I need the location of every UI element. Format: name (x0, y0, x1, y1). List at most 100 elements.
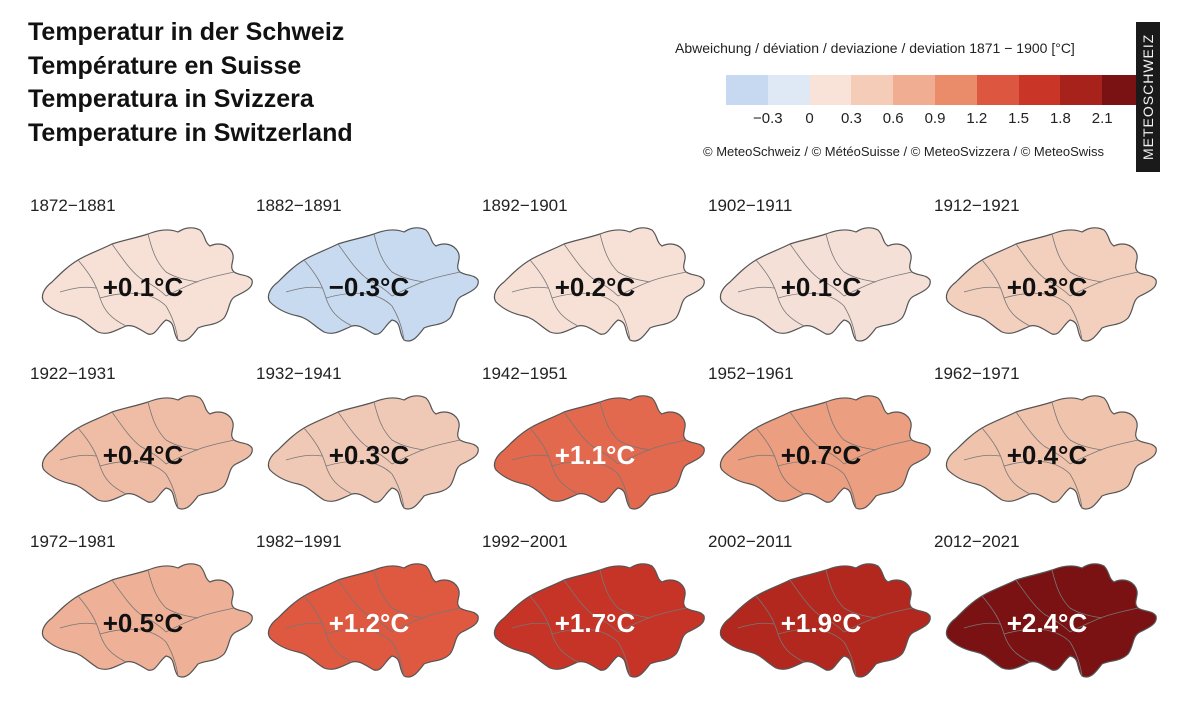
region-border (165, 439, 235, 465)
period-label: 1922−1931 (30, 364, 116, 383)
map-panel: 2002−2011 +1.9°C (708, 532, 934, 702)
legend-tick-label: 1.2 (966, 110, 988, 127)
legend-color-swatch (893, 75, 935, 105)
temperature-anomaly-label: +0.7°C (780, 440, 862, 470)
title-en: Temperature in Switzerland (28, 118, 353, 147)
period-label: 1962−1971 (934, 364, 1020, 383)
period-label: 1942−1951 (482, 364, 568, 383)
switzerland-outline (945, 227, 1157, 342)
legend-color-swatch (976, 75, 1019, 105)
region-border (511, 454, 549, 461)
legend-color-swatch (726, 75, 768, 105)
period-label: 1952−1961 (708, 364, 794, 383)
region-border (825, 569, 877, 619)
region-border (777, 292, 845, 307)
region-border (391, 271, 461, 297)
legend-tick-label: −0.3 (752, 110, 783, 127)
switzerland-outline (493, 395, 705, 510)
legend-color-swatch (851, 75, 894, 105)
copyright-notice: © MeteoSchweiz / © MétéoSuisse / © Meteo… (703, 144, 1105, 159)
region-border (1003, 460, 1071, 475)
region-border (789, 243, 845, 297)
switzerland-map (945, 563, 1157, 678)
switzerland-outline (945, 395, 1157, 510)
legend-tick-label: 1.8 (1049, 110, 1071, 127)
region-border (963, 622, 1001, 629)
region-border (617, 473, 631, 509)
map-panel: 1902−1911 +0.1°C (708, 196, 934, 366)
period-label: 1932−1941 (256, 364, 342, 383)
region-border (843, 271, 913, 297)
period-label: 1982−1991 (256, 532, 342, 551)
region-border (285, 622, 323, 629)
switzerland-map (945, 395, 1157, 510)
title-it: Temperatura in Svizzera (28, 85, 314, 113)
region-border (617, 271, 687, 297)
legend-color-swatch (767, 75, 810, 105)
title-de: Temperatur in der Schweiz (28, 18, 345, 46)
period-label: 1892−1901 (482, 196, 568, 215)
map-panel: 2012−2021 +2.4°C (934, 532, 1160, 702)
period-label: 1882−1891 (256, 196, 342, 215)
region-border (563, 411, 619, 465)
temperature-anomaly-label: +1.2°C (328, 608, 410, 638)
switzerland-map (267, 395, 479, 510)
region-border (789, 579, 845, 633)
region-border (165, 641, 179, 677)
legend-color-swatch (1018, 75, 1061, 105)
legend-color-bar (726, 75, 1144, 105)
temperature-anomaly-label: +0.3°C (1006, 272, 1088, 302)
map-panel: 1912−1921 +0.3°C (934, 196, 1160, 366)
switzerland-map (719, 227, 931, 342)
region-border (1015, 243, 1071, 297)
region-border (737, 622, 775, 629)
temperature-anomaly-label: +1.7°C (554, 608, 636, 638)
temperature-anomaly-label: +0.1°C (102, 272, 184, 302)
legend-color-swatch (1060, 75, 1103, 105)
region-border (99, 292, 167, 307)
switzerland-outline (41, 395, 253, 510)
region-border (843, 439, 913, 465)
region-border (111, 243, 167, 297)
period-label: 1902−1911 (708, 196, 793, 215)
period-label: 1912−1921 (934, 196, 1020, 215)
region-border (59, 622, 97, 629)
switzerland-map (41, 227, 253, 342)
region-border (59, 286, 97, 293)
temperature-anomaly-label: +1.9°C (780, 608, 862, 638)
switzerland-outline (719, 227, 931, 342)
region-border (325, 292, 393, 307)
region-border (337, 579, 393, 633)
region-border (843, 641, 857, 677)
region-border (551, 628, 619, 643)
region-border (825, 233, 877, 283)
region-border (511, 622, 549, 629)
period-label: 2002−2011 (708, 532, 793, 551)
region-border (599, 233, 651, 283)
legend-color-swatch (934, 75, 977, 105)
temperature-anomaly-label: +0.3°C (328, 440, 410, 470)
switzerland-map (945, 227, 1157, 342)
map-panel: 1942−1951 +1.1°C (482, 364, 708, 534)
region-border (1069, 641, 1083, 677)
region-border (843, 305, 857, 341)
region-border (1051, 401, 1103, 451)
region-border (111, 411, 167, 465)
switzerland-outline (41, 563, 253, 678)
legend-tick-label: 0.6 (882, 110, 904, 127)
region-border (737, 454, 775, 461)
switzerland-map (267, 227, 479, 342)
meteoschweiz-watermark: METEOSCHWEIZ (1136, 22, 1160, 172)
region-border (147, 569, 199, 619)
region-border (599, 569, 651, 619)
region-border (1069, 473, 1083, 509)
temperature-anomaly-label: −0.3°C (328, 272, 410, 302)
region-border (165, 271, 235, 297)
map-panel: 1972−1981 +0.5°C (30, 532, 256, 702)
region-border (1051, 233, 1103, 283)
period-label: 2012−2021 (934, 532, 1020, 551)
region-border (563, 579, 619, 633)
region-border (373, 233, 425, 283)
switzerland-outline (493, 563, 705, 678)
region-border (1015, 579, 1071, 633)
